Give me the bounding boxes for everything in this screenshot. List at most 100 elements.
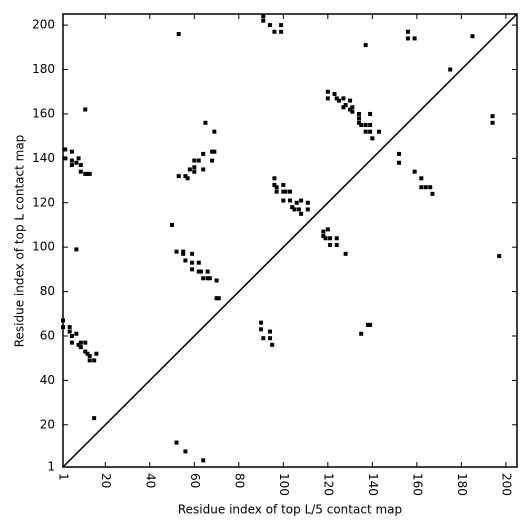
y-tick-label: 180 (32, 62, 55, 76)
contact-point (328, 236, 333, 241)
contact-point (288, 189, 292, 194)
contact-point (87, 171, 92, 176)
contact-point (212, 129, 217, 134)
contact-point (279, 29, 284, 34)
contact-point (190, 267, 195, 272)
contact-point (279, 23, 284, 28)
y-tick-label: 60 (40, 328, 55, 342)
contact-point (85, 171, 90, 176)
contact-point (348, 98, 353, 103)
contact-point (203, 120, 208, 125)
contact-point (198, 269, 203, 274)
contact-point (69, 340, 74, 345)
contact-point (281, 198, 286, 203)
contact-point (368, 123, 373, 128)
contact-point (274, 185, 279, 190)
contact-point (181, 251, 186, 256)
contact-point (430, 191, 435, 196)
contact-point (210, 149, 215, 154)
contact-point (343, 251, 348, 256)
contact-point (325, 227, 330, 232)
y-tick-label: 20 (40, 417, 55, 431)
contact-point (201, 276, 206, 281)
x-tick-label: 80 (232, 473, 246, 488)
contact-point (448, 67, 453, 72)
contact-point (288, 198, 292, 203)
contact-point (83, 349, 88, 354)
contact-point (187, 167, 192, 172)
y-tick-label: 100 (32, 240, 55, 254)
contact-point (274, 189, 279, 194)
contact-point (419, 176, 424, 181)
x-tick-label: 140 (366, 473, 380, 496)
contact-point (85, 351, 90, 356)
contact-point (259, 320, 264, 325)
contact-point (377, 129, 382, 134)
contact-point (94, 351, 99, 356)
y-tick-label: 200 (32, 18, 55, 32)
contact-point (261, 336, 266, 341)
contact-point (412, 36, 417, 41)
contact-point (267, 329, 272, 334)
contact-point (78, 163, 83, 167)
contact-point (261, 14, 266, 19)
x-tick-label: 160 (410, 473, 424, 496)
contact-point (343, 103, 348, 108)
contact-point (370, 136, 375, 141)
contact-point (405, 36, 410, 41)
contact-point (341, 96, 346, 101)
contact-point (210, 158, 215, 163)
contact-point (192, 165, 197, 170)
contact-point (69, 149, 74, 154)
contact-point (363, 43, 368, 48)
y-axis-label: Residue index of top L contact map (13, 135, 27, 348)
x-tick-label: 100 (277, 473, 291, 496)
contact-point (490, 120, 495, 125)
contact-point (92, 358, 97, 363)
contact-point (183, 258, 188, 263)
contact-point (74, 331, 79, 336)
contact-point (76, 342, 81, 347)
contact-point (356, 116, 361, 121)
contact-point (299, 211, 304, 216)
contact-point (63, 156, 68, 161)
contact-point (205, 276, 210, 281)
y-tick-label: 140 (32, 151, 55, 165)
contact-point (368, 111, 373, 116)
contact-point (74, 160, 79, 165)
contact-point (63, 147, 68, 152)
contact-point (67, 329, 72, 334)
contact-point (359, 331, 364, 336)
contact-point (69, 333, 74, 338)
contact-point (176, 174, 181, 179)
contact-point (78, 345, 83, 350)
contact-point (267, 336, 272, 341)
contact-point (294, 200, 299, 205)
y-tick-label: 120 (32, 195, 55, 209)
contact-point (214, 278, 219, 283)
contact-point (497, 254, 502, 259)
contact-point (321, 234, 326, 239)
contact-point (397, 160, 402, 165)
contact-point (190, 260, 195, 265)
contact-point (87, 353, 92, 358)
contact-point (78, 169, 83, 174)
contact-point (283, 189, 288, 194)
contact-point (321, 229, 326, 234)
contact-point (272, 176, 277, 181)
x-tick-label: 60 (188, 473, 202, 488)
plot-frame (62, 13, 518, 468)
contact-point (87, 358, 92, 363)
contact-point (201, 151, 206, 156)
contact-point (428, 185, 433, 190)
contact-point (290, 205, 295, 210)
contact-point (325, 96, 330, 101)
y-tick-label: 1 (47, 460, 55, 474)
contact-point (61, 325, 65, 330)
contact-point (336, 98, 341, 103)
contact-point (190, 251, 195, 256)
contact-point (328, 242, 333, 247)
contact-point (69, 163, 74, 167)
x-axis-label: Residue index of top L/5 contact map (178, 503, 402, 517)
